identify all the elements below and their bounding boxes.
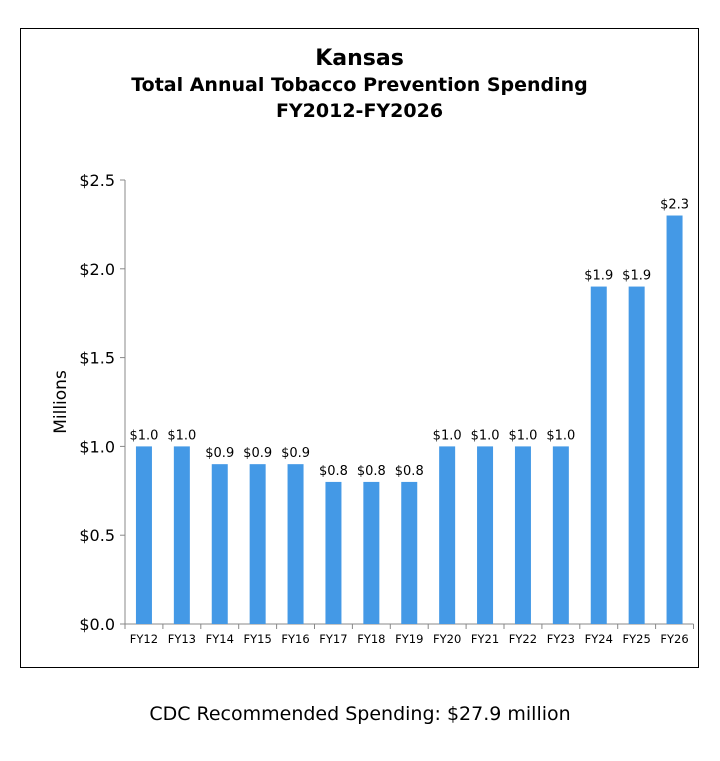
chart-subtitle-1: Total Annual Tobacco Prevention Spending <box>131 74 588 96</box>
y-tick-label: $2.0 <box>79 260 115 279</box>
data-label: $0.9 <box>243 446 272 461</box>
bar-fy18 <box>363 481 380 624</box>
bar-fy26 <box>666 215 683 624</box>
y-tick-label: $1.5 <box>79 349 115 368</box>
x-tick-label: FY22 <box>509 632 537 646</box>
x-tick-label: FY25 <box>623 632 651 646</box>
bar-chart: $0.0 $0.5 $1.0 $1.5 $2.0 $2.5 Millions $1.0 FY12… <box>51 171 694 646</box>
y-tick-label: $0.5 <box>79 526 115 545</box>
bar-fy12 <box>135 446 152 624</box>
chart-subtitle-2: FY2012-FY2026 <box>275 100 444 122</box>
bar-fy17 <box>325 481 342 624</box>
data-label: $1.9 <box>622 269 651 284</box>
chart-title: Kansas <box>315 46 404 71</box>
x-tick-label: FY23 <box>547 632 575 646</box>
bar-fy14 <box>211 464 228 624</box>
x-tick-label: FY12 <box>130 632 158 646</box>
data-label: $1.0 <box>167 428 196 443</box>
y-tick-label: $1.0 <box>79 437 115 456</box>
chart-frame <box>20 28 699 668</box>
x-tick-label: FY19 <box>395 632 423 646</box>
x-tick-label: FY26 <box>660 632 688 646</box>
bar-fy25 <box>628 286 645 624</box>
bar-fy19 <box>401 481 418 624</box>
data-label: $2.3 <box>660 198 689 213</box>
x-tick-label: FY15 <box>244 632 272 646</box>
x-tick-label: FY17 <box>319 632 347 646</box>
data-label: $0.9 <box>281 446 310 461</box>
y-tick-label: $2.5 <box>79 171 115 190</box>
data-label: $0.8 <box>395 464 424 479</box>
x-tick-label: FY20 <box>433 632 461 646</box>
data-label: $1.0 <box>546 428 575 443</box>
y-tick-label: $0.0 <box>79 615 115 634</box>
data-label: $0.9 <box>205 446 234 461</box>
y-axis-label: Millions <box>51 370 71 434</box>
data-label: $1.0 <box>471 428 500 443</box>
bar-fy22 <box>514 446 531 624</box>
data-label: $1.9 <box>584 269 613 284</box>
bar-fy24 <box>590 286 607 624</box>
data-label: $0.8 <box>357 464 386 479</box>
data-label: $1.0 <box>433 428 462 443</box>
bar-fy23 <box>552 446 569 624</box>
x-tick-label: FY14 <box>206 632 234 646</box>
x-tick-label: FY24 <box>585 632 613 646</box>
bar-fy20 <box>439 446 456 624</box>
x-tick-label: FY18 <box>357 632 385 646</box>
x-tick-label: FY21 <box>471 632 499 646</box>
data-label: $0.8 <box>319 464 348 479</box>
bar-fy16 <box>287 464 304 624</box>
data-label: $1.0 <box>508 428 537 443</box>
x-tick-label: FY13 <box>168 632 196 646</box>
data-label: $1.0 <box>129 428 158 443</box>
cdc-recommended-note: CDC Recommended Spending: $27.9 million <box>149 703 571 725</box>
bar-fy15 <box>249 464 266 624</box>
bar-fy13 <box>173 446 190 624</box>
x-tick-label: FY16 <box>281 632 309 646</box>
bar-fy21 <box>477 446 494 624</box>
